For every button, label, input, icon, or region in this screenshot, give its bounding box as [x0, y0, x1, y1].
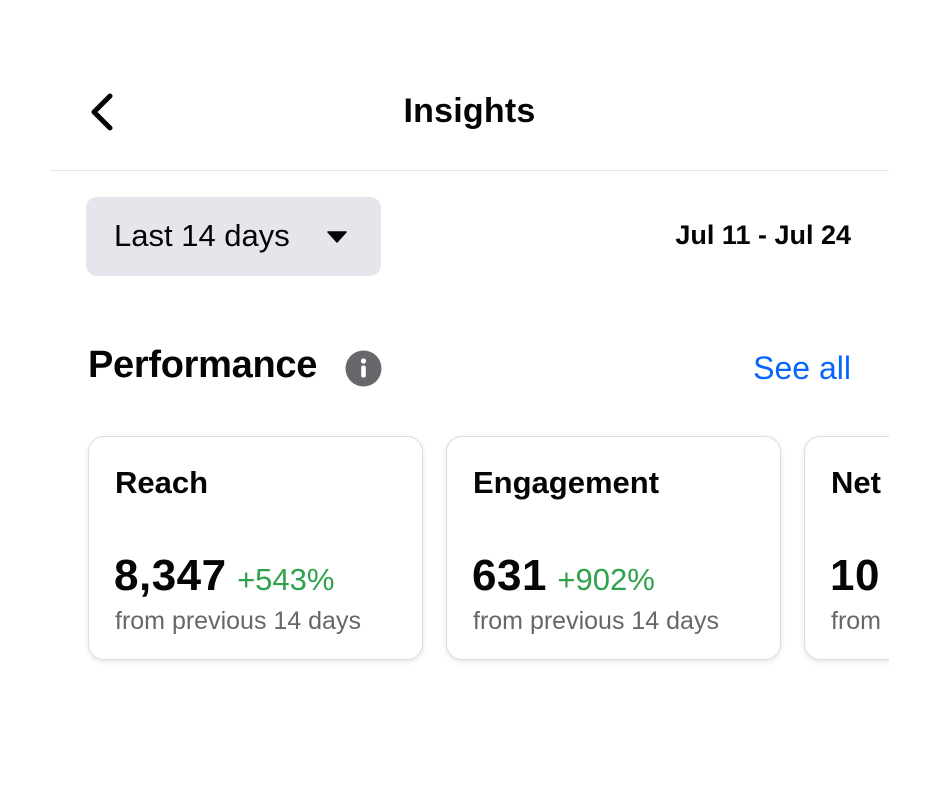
top-bar: Insights — [50, 62, 889, 171]
date-range-dropdown-label: Last 14 days — [114, 218, 290, 253]
section-title-performance: Performance — [88, 344, 318, 386]
performance-cards-carousel[interactable]: Reach 8,347 +543% from previous 14 days … — [80, 428, 889, 678]
metric-value-row: 8,347 +543% — [114, 551, 334, 601]
metric-card-title: Reach — [115, 465, 209, 500]
chevron-left-icon — [91, 93, 113, 131]
metric-value: 10 — [830, 551, 880, 600]
metric-comparison-text: from — [831, 607, 881, 635]
metric-card-title: Engagement — [473, 465, 660, 500]
metric-change: +902% — [557, 562, 655, 597]
metric-value-row: 10 — [830, 551, 886, 601]
metric-card-reach[interactable]: Reach 8,347 +543% from previous 14 days — [88, 436, 423, 660]
date-range-text: Jul 11 - Jul 24 — [675, 220, 851, 250]
metric-card-net[interactable]: Net 10 from — [804, 436, 889, 660]
see-all-link[interactable]: See all — [753, 350, 851, 386]
page-title: Insights — [403, 92, 536, 130]
metric-value: 8,347 — [114, 551, 227, 600]
metric-value-row: 631 +902% — [472, 551, 655, 601]
metric-card-title: Net — [831, 465, 881, 500]
metric-comparison-text: from previous 14 days — [115, 607, 361, 635]
metric-comparison-text: from previous 14 days — [473, 607, 719, 635]
info-icon[interactable] — [345, 350, 382, 387]
date-range-dropdown[interactable]: Last 14 days — [86, 197, 381, 276]
metric-change: +543% — [237, 562, 335, 597]
caret-down-icon — [327, 231, 347, 243]
metric-value: 631 — [472, 551, 547, 600]
metric-card-engagement[interactable]: Engagement 631 +902% from previous 14 da… — [446, 436, 781, 660]
back-button[interactable] — [86, 92, 122, 132]
